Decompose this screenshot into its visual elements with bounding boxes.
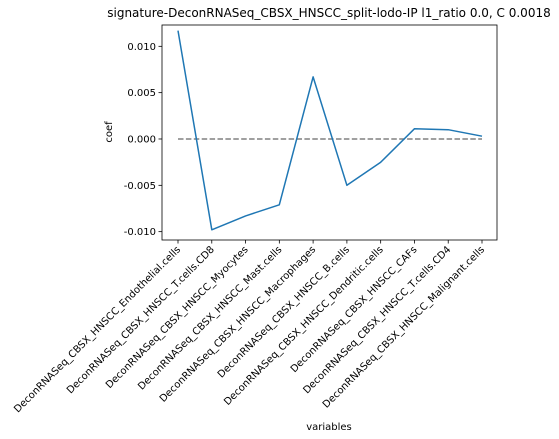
x-axis-label: variables — [306, 422, 352, 433]
y-tick-label: 0.000 — [127, 134, 156, 145]
plot-area — [161, 24, 498, 241]
x-tick-label: DeconRNASeq_CBSX_HNSCC_CAFs — [289, 244, 420, 375]
y-tick-label: -0.010 — [124, 227, 156, 238]
y-tick-label: 0.005 — [127, 88, 156, 99]
series-line — [177, 30, 483, 231]
x-tick-label: DeconRNASeq_CBSX_HNSCC_Dendritic.cells — [222, 244, 386, 408]
x-tick-label: DeconRNASeq_CBSX_HNSCC_Macrophages — [158, 244, 318, 404]
y-tick-label: -0.005 — [124, 181, 156, 192]
chart-title: signature-DeconRNASeq_CBSX_HNSCC_split-l… — [107, 6, 550, 20]
y-axis-label: coef — [104, 121, 115, 143]
y-tick-label: 0.010 — [127, 42, 156, 53]
x-tick-label: DeconRNASeq_CBSX_HNSCC_Malignant.cells — [321, 244, 487, 410]
